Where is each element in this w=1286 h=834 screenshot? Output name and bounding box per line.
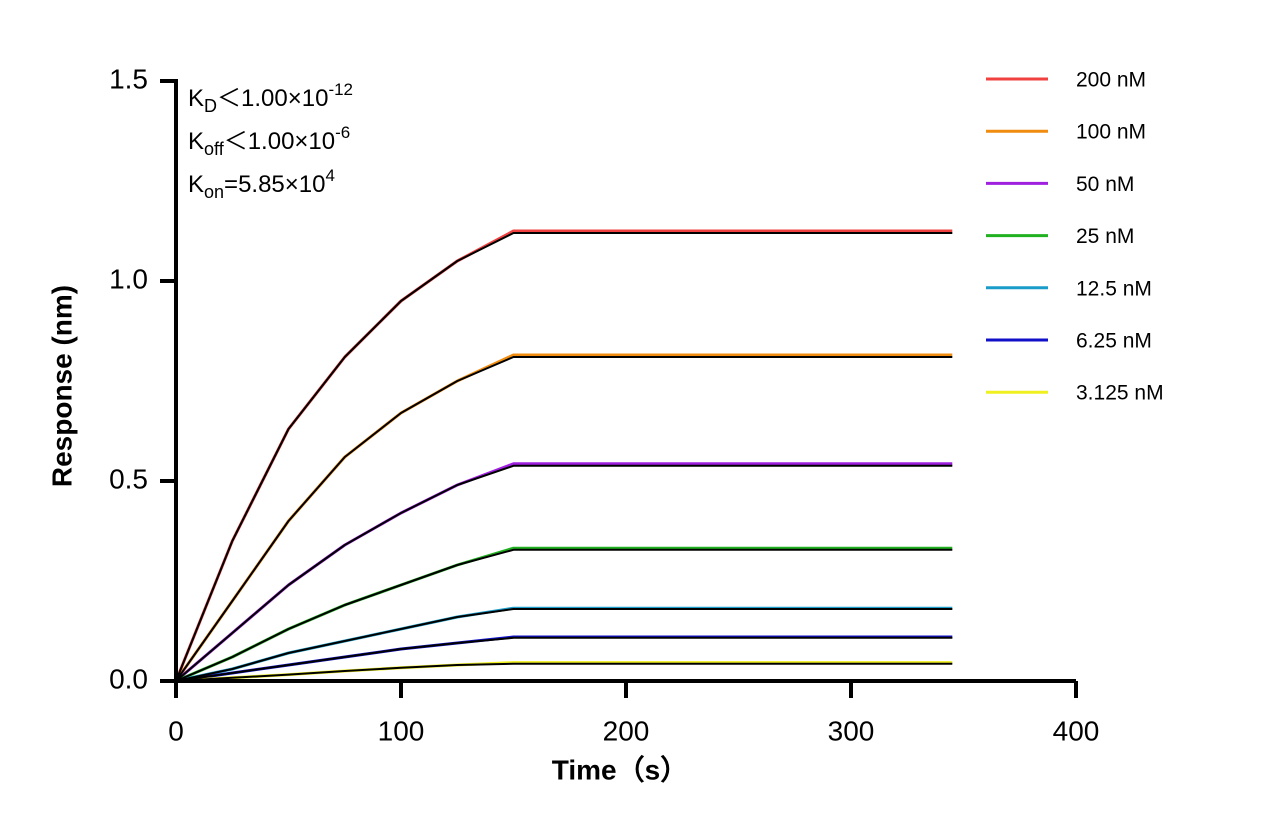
legend-label: 6.25 nM [1076, 330, 1152, 353]
data-line [175, 462, 953, 683]
fit-line [175, 464, 953, 682]
data-line [175, 606, 953, 683]
x-axis-title: Time（s） [552, 753, 688, 785]
y-tick-label: 0.5 [109, 463, 148, 494]
x-tick-label: 0 [168, 715, 184, 746]
axes [174, 79, 1076, 683]
annotation-symbol: K [188, 128, 204, 155]
annotation: Koff＜1.00×10-6 [188, 123, 350, 158]
data-line [174, 229, 953, 682]
x-tick-label: 200 [603, 715, 650, 746]
y-axis-title: Response (nm) [46, 285, 77, 487]
annotation-superscript: -12 [328, 80, 353, 99]
x-tick-label: 100 [378, 715, 425, 746]
fit-line [175, 636, 953, 682]
fit-line [175, 662, 953, 682]
annotation-subscript: off [204, 139, 225, 159]
annotation-superscript: -6 [335, 123, 350, 142]
legend-label: 3.125 nM [1076, 382, 1164, 405]
x-tick-label: 400 [1053, 715, 1100, 746]
annotation: Kon=5.85×104 [188, 166, 335, 201]
annotation-text: ＜1.00×10 [217, 85, 328, 112]
annotation-symbol: K [188, 171, 204, 198]
fit-line [175, 548, 953, 682]
legend-label: 200 nM [1076, 69, 1146, 92]
annotation-subscript: on [204, 182, 224, 202]
plot-area: 0.0 0.5 1.0 1.5 0 100 200 300 400 200 nM 100 nM 50 … [109, 63, 1164, 746]
data-line [175, 546, 953, 683]
y-tick-label: 1.0 [109, 263, 148, 294]
legend-label: 100 nM [1076, 121, 1146, 144]
annotation: KD＜1.00×10-12 [188, 80, 353, 115]
annotation-symbol: K [188, 85, 204, 112]
fit-line [175, 356, 953, 682]
annotation-text: =5.85×10 [224, 171, 325, 198]
legend-label: 12.5 nM [1076, 277, 1152, 300]
fit-line [175, 232, 953, 682]
annotation-text: ＜1.00×10 [224, 128, 335, 155]
annotation-subscript: D [204, 96, 217, 116]
x-tick-label: 300 [828, 715, 875, 746]
annotation-superscript: 4 [325, 166, 334, 185]
fit-line [175, 608, 953, 682]
y-tick-label: 1.5 [109, 63, 148, 94]
legend-label: 50 nM [1076, 173, 1134, 196]
y-tick-label: 0.0 [109, 663, 148, 694]
legend-label: 25 nM [1076, 225, 1134, 248]
